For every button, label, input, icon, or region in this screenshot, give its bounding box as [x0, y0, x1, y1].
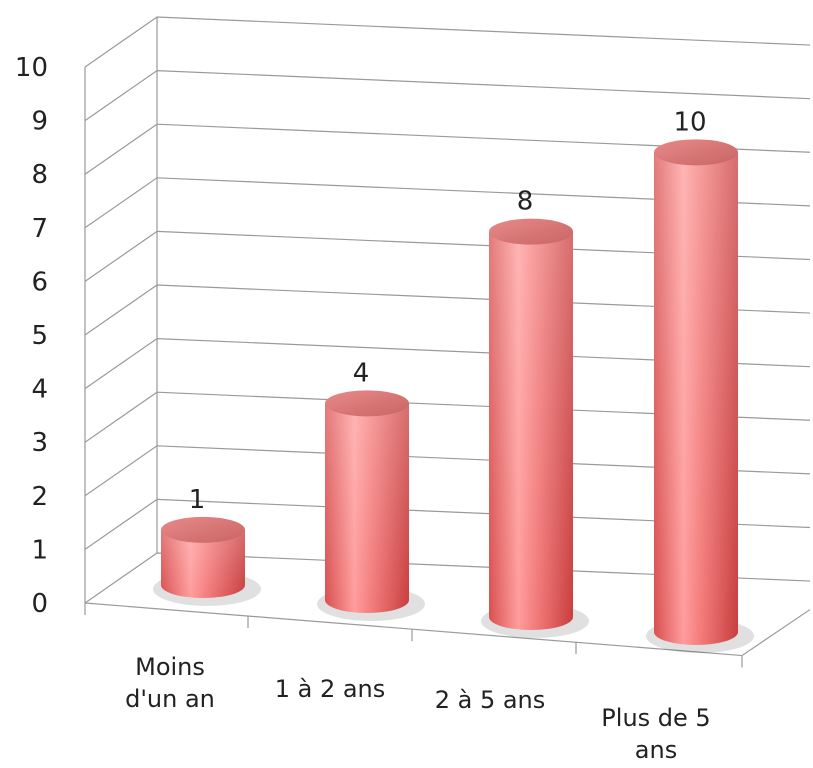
x-tick-label: 2 à 5 ans [435, 686, 546, 714]
bar-top [325, 390, 409, 417]
y-tick-label: 8 [31, 160, 48, 190]
y-tick-label: 1 [31, 535, 48, 565]
bar [317, 390, 425, 621]
y-tick-label: 7 [31, 214, 48, 244]
y-tick-label: 9 [31, 107, 48, 137]
bar [153, 516, 261, 606]
x-tick-label: Moins d'un an [125, 653, 215, 713]
x-tick-label: Plus de 5 ans [601, 704, 710, 764]
data-label: 8 [517, 187, 534, 217]
bar-top [161, 516, 245, 543]
data-labels: 1 4 8 10 [189, 107, 707, 515]
y-tick-label: 10 [15, 53, 48, 83]
y-tick-label: 6 [31, 267, 48, 297]
y-tick-label: 2 [31, 482, 48, 512]
bars [153, 139, 754, 653]
x-tick-label: 1 à 2 ans [275, 675, 386, 703]
data-label: 10 [673, 107, 706, 137]
bar-sheen [654, 152, 738, 645]
gridlines [84, 16, 811, 604]
bar-sheen [161, 529, 245, 598]
chart-floor [84, 602, 811, 668]
y-tick-label: 5 [31, 321, 48, 351]
data-label: 1 [189, 485, 206, 515]
data-label: 4 [353, 358, 370, 388]
bar-sheen [325, 403, 409, 613]
bar [646, 139, 754, 653]
bar [481, 218, 589, 638]
y-tick-label: 3 [31, 428, 48, 458]
gridline [84, 16, 811, 68]
bar-sheen [489, 231, 573, 630]
y-tick-label: 4 [31, 375, 48, 405]
bar-top [489, 218, 573, 245]
y-tick-label: 0 [31, 589, 48, 619]
y-axis: 0 1 2 3 4 5 6 7 8 9 10 [15, 53, 48, 619]
bar-top [654, 139, 738, 166]
